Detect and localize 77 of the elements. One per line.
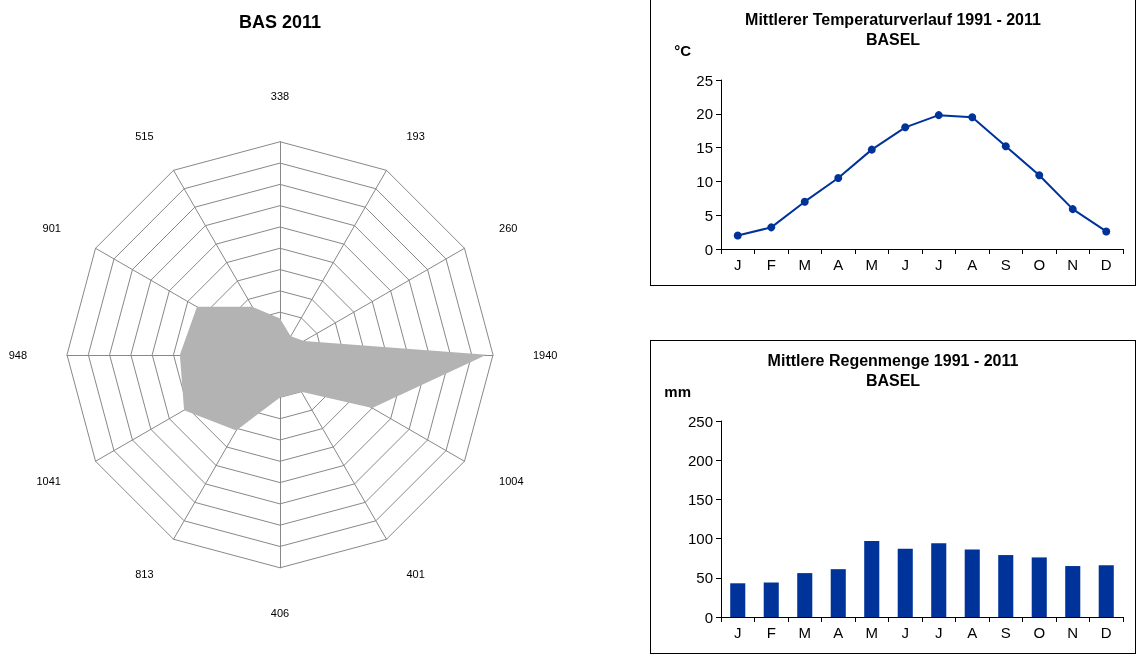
point [767,223,776,232]
y-tick-label: 20 [696,105,713,123]
bar [1098,565,1114,617]
x-tick-label: J [935,624,943,641]
chart-title: Mittlerer Temperaturverlauf 1991 - 2011 BASEL [745,10,1042,48]
spoke-label: 401 [406,567,425,580]
chart-title: BAS 2011 [238,12,322,32]
y-tick-label: 150 [687,490,713,508]
x-tick-label: M [798,256,811,273]
bar [964,549,980,617]
bar [797,573,813,617]
y-axis-title: mm [664,383,691,400]
spoke-label: 193 [406,129,425,142]
y-tick-label: 10 [696,172,713,190]
bar [864,540,880,617]
x-tick-label: F [766,624,776,641]
point [834,174,843,183]
point [901,123,910,132]
x-tick-label: F [766,256,776,273]
y-tick-label: 250 [687,412,713,430]
spoke-label: 901 [42,222,61,235]
y-tick-label: 15 [696,139,713,157]
x-tick-label: M [865,256,878,273]
y-tick-label: 200 [687,451,713,469]
point [1001,142,1010,151]
x-tick-label: A [967,624,978,641]
y-axis-title: °C [674,42,692,59]
x-tick-label: S [1000,256,1011,273]
spoke-label: 1940 [533,348,558,361]
x-tick-label: N [1067,624,1079,641]
x-tick-label: S [1000,624,1011,641]
y-tick-label: 100 [687,530,713,548]
x-tick-label: D [1100,256,1112,273]
point [1035,171,1044,180]
x-tick-label: J [734,624,742,641]
bar [897,548,913,617]
point [867,145,876,154]
x-tick-label: A [833,624,844,641]
bar [931,543,947,617]
x-tick-label: O [1033,624,1046,641]
bar [1031,557,1047,617]
x-tick-label: M [865,624,878,641]
point [934,111,943,120]
spoke-label: 260 [499,222,518,235]
y-tick-label: 25 [696,71,713,89]
spoke-label: 1004 [499,475,524,488]
x-tick-label: J [935,256,943,273]
point [1102,227,1111,236]
point [968,113,977,122]
x-tick-label: O [1033,256,1046,273]
y-tick-label: 0 [704,240,713,258]
spoke-label: 406 [270,607,290,620]
bar [763,582,779,617]
y-tick-label: 50 [696,569,713,587]
spoke-label: 515 [135,129,154,142]
point [1068,205,1077,214]
x-tick-label: J [901,624,909,641]
x-tick-label: J [734,256,742,273]
bar [1065,566,1081,617]
bar [830,569,846,617]
x-tick-label: M [798,624,811,641]
spoke-label: 948 [8,348,27,361]
spoke-label: 338 [270,90,290,103]
x-tick-label: A [833,256,844,273]
point [800,197,809,206]
x-tick-label: J [901,256,909,273]
x-tick-label: N [1067,256,1079,273]
spoke-label: 1041 [36,475,61,488]
bar [730,583,746,617]
y-tick-label: 5 [704,206,713,224]
chart-title: Mittlere Regenmenge 1991 - 2011 BASEL [767,351,1019,389]
bar [998,555,1014,617]
spoke-label: 813 [135,567,154,580]
x-tick-label: A [967,256,978,273]
x-tick-label: D [1100,624,1112,641]
y-tick-label: 0 [704,608,713,626]
point [733,231,742,240]
